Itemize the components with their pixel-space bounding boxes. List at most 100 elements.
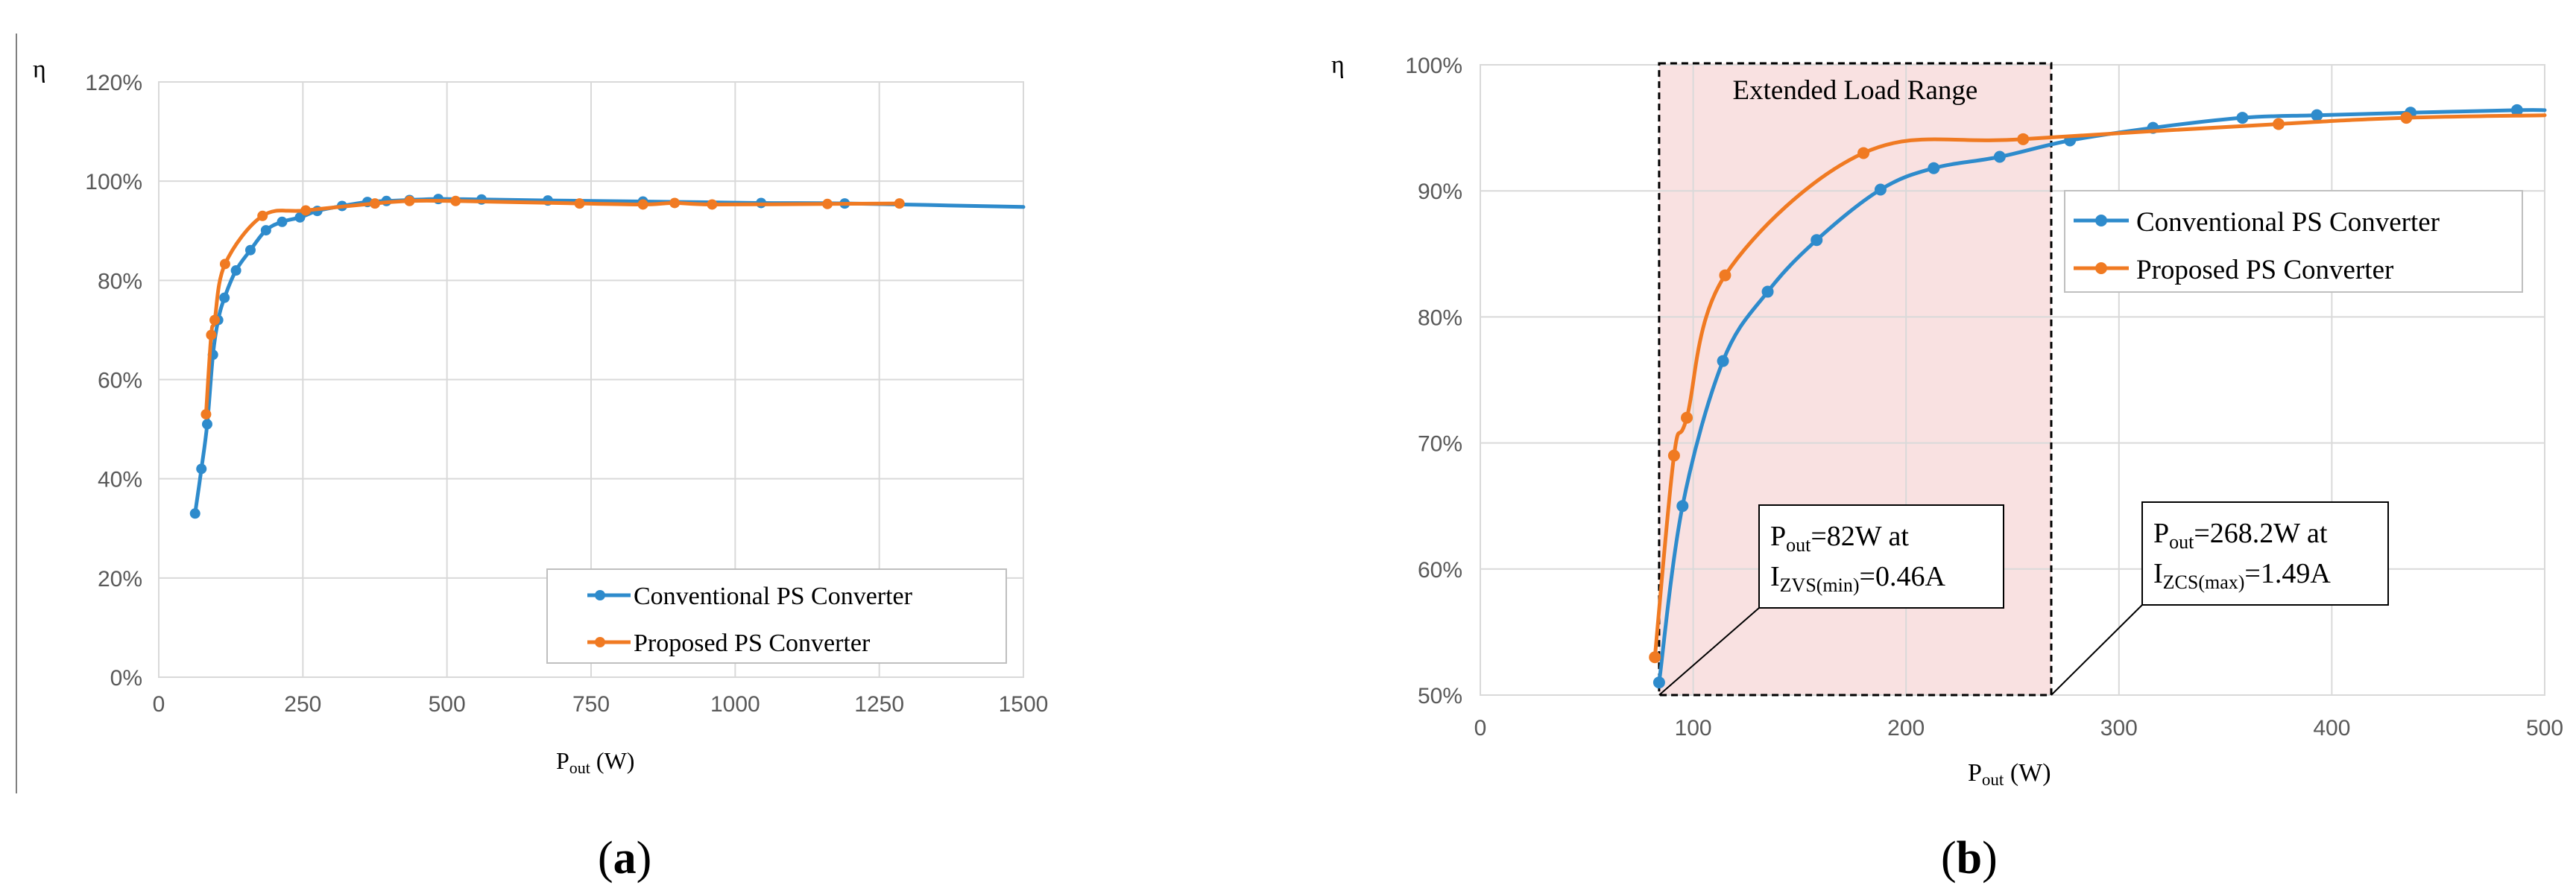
data-point-proposed [370, 198, 380, 209]
data-point-conventional [1717, 355, 1729, 367]
data-point-proposed [669, 197, 681, 209]
series-layer [1649, 104, 2547, 689]
panel-label-a: (a) [598, 833, 651, 884]
y-tick-label: 50% [1418, 684, 1462, 708]
annotation-box-2 [2141, 501, 2389, 606]
data-point-conventional [189, 508, 201, 519]
legend-marker-proposed [595, 637, 605, 647]
legend-marker-conventional [2095, 215, 2107, 226]
data-point-proposed [450, 195, 461, 206]
data-point-conventional [1652, 676, 1665, 689]
data-point-conventional [201, 419, 212, 430]
annotation-zvs: Pout=82W at IZVS(min)=0.46A [1758, 504, 2004, 609]
y-tick-label: 20% [98, 567, 142, 592]
data-point-proposed [707, 199, 718, 210]
data-point-conventional [230, 265, 242, 276]
data-point-conventional [277, 216, 288, 227]
y-axis-ticks: 50% 60% 70% 80% 90% 100% [1405, 54, 1462, 708]
data-point-proposed [1719, 269, 1731, 282]
data-point-proposed [1649, 651, 1661, 664]
data-point-conventional [1811, 234, 1823, 247]
data-point-proposed [894, 198, 905, 209]
annotation-2-line-1: Pout=268.2W at [2153, 518, 2328, 553]
legend-marker-proposed [2095, 262, 2107, 274]
x-tick-label: 300 [2100, 716, 2138, 741]
data-point-proposed [574, 198, 585, 209]
data-point-conventional [1993, 150, 2006, 163]
y-axis-label: η [1331, 51, 1345, 79]
x-tick-label: 400 [2313, 716, 2350, 741]
data-point-conventional [1874, 183, 1887, 196]
data-point-conventional [294, 212, 306, 223]
y-tick-label: 80% [98, 269, 142, 294]
y-tick-label: 70% [1418, 432, 1462, 457]
data-point-proposed [404, 195, 415, 206]
data-point-proposed [637, 199, 648, 210]
annotation-box-1 [1758, 504, 2004, 609]
x-tick-label: 200 [1887, 716, 1925, 741]
y-tick-label: 90% [1418, 180, 1462, 204]
data-point-proposed [1857, 147, 1870, 159]
data-point-proposed [206, 329, 217, 340]
x-axis-label: Pout (W) [1968, 759, 2051, 789]
y-tick-label: 120% [85, 71, 142, 95]
y-tick-label: 0% [110, 666, 142, 691]
y-tick-label: 100% [85, 170, 142, 194]
legend: Conventional PS Converter Proposed PS Co… [546, 568, 1007, 664]
data-point-proposed [2400, 112, 2413, 124]
data-point-conventional [1676, 500, 1689, 513]
chart-panel-b: Extended Load Range 50%60%70%80%90%100% … [1331, 51, 2563, 884]
annotation-leader-2 [2051, 604, 2143, 696]
x-tick-label: 0 [153, 692, 165, 717]
series-layer [189, 194, 1026, 519]
legend-label-proposed: Proposed PS Converter [2136, 255, 2393, 285]
y-tick-label: 60% [98, 369, 142, 393]
legend-label-conventional: Conventional PS Converter [634, 583, 913, 610]
data-point-conventional [219, 292, 230, 303]
y-tick-label: 60% [1418, 558, 1462, 583]
x-tick-label: 750 [572, 692, 610, 717]
annotation-2-line-2: IZCS(max)=1.49A [2153, 558, 2331, 593]
legend-label-conventional: Conventional PS Converter [2136, 207, 2440, 238]
data-point-proposed [2273, 118, 2285, 130]
annotation-1-line-2: IZVS(min)=0.46A [1770, 561, 1945, 596]
data-point-conventional [196, 463, 207, 475]
extended-load-range-border [1658, 62, 2053, 697]
data-point-proposed [1681, 411, 1693, 424]
plot-area-frame [158, 81, 1024, 678]
data-point-conventional [1928, 162, 1940, 174]
data-point-conventional [2236, 112, 2249, 124]
panel-label-b: (b) [1941, 833, 1998, 884]
data-point-proposed [1667, 449, 1680, 462]
data-point-conventional [2510, 104, 2523, 116]
x-tick-label: 250 [284, 692, 321, 717]
x-axis-ticks: 0 100 200 300 400 500 [1474, 716, 2563, 741]
data-point-proposed [822, 198, 833, 209]
data-point-proposed [300, 205, 312, 216]
x-axis-label: Pout (W) [556, 747, 634, 777]
data-point-proposed [209, 314, 221, 326]
annotation-1-line-1: Pout=82W at [1770, 521, 1909, 556]
annotation-zcs: Pout=268.2W at IZCS(max)=1.49A [2141, 501, 2389, 606]
x-tick-label: 1500 [999, 692, 1049, 717]
x-tick-label: 500 [2526, 716, 2563, 741]
legend-box [2064, 190, 2523, 293]
y-axis-label: η [33, 56, 46, 83]
data-point-conventional [244, 244, 256, 256]
x-tick-label: 500 [429, 692, 466, 717]
grid [158, 81, 1024, 678]
annotation-leader-1 [1658, 607, 1760, 696]
y-axis-ticks: 0% 20% 40% 60% 80% 100% 120% [85, 71, 142, 691]
chart-panel-a: 0% 20% 40% 60% 80% 100% 120% 0 250 500 750 1000 125… [16, 34, 1048, 884]
x-tick-label: 1250 [854, 692, 904, 717]
x-tick-label: 1000 [710, 692, 760, 717]
y-tick-label: 40% [98, 468, 142, 492]
data-point-conventional [260, 225, 271, 236]
data-point-proposed [201, 409, 212, 420]
y-tick-label: 100% [1405, 54, 1462, 78]
legend-marker-conventional [595, 590, 605, 600]
data-point-proposed [2017, 133, 2030, 145]
data-point-conventional [1761, 285, 1774, 298]
data-point-proposed [219, 259, 230, 270]
